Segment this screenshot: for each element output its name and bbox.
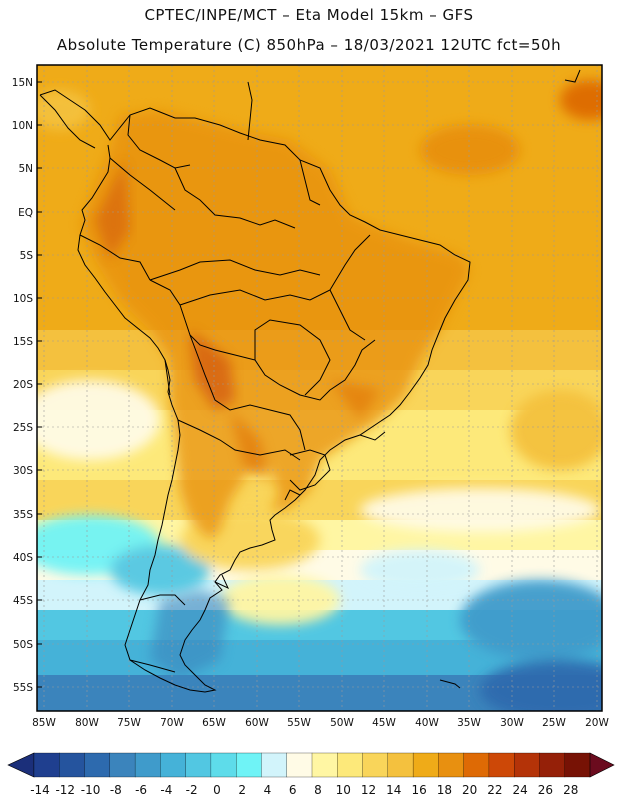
colorbar-label: -4 — [160, 783, 172, 797]
colorbar-swatch — [362, 752, 389, 778]
coastline-and-borders — [39, 69, 581, 693]
colorbar-high-arrow — [589, 752, 615, 778]
colorbar-swatch — [539, 752, 566, 778]
lon-label: 70W — [160, 717, 184, 729]
colorbar: -14 -12 -10 -8 -6 -4 -2 0 2 4 6 8 10 12 14 16 18 20 22 24 26… — [7, 752, 615, 797]
lat-label: EQ — [18, 207, 33, 219]
colorbar-swatch — [286, 752, 313, 778]
colorbar-label: 20 — [462, 783, 477, 797]
lat-label: 40S — [13, 552, 33, 564]
colorbar-label: -8 — [110, 783, 122, 797]
lon-label: 75W — [117, 717, 141, 729]
colorbar-label: 0 — [213, 783, 221, 797]
lon-label: 45W — [372, 717, 396, 729]
lon-label: 85W — [32, 717, 56, 729]
lon-label: 65W — [202, 717, 226, 729]
colorbar-swatch — [412, 752, 439, 778]
lat-label: 10S — [13, 293, 33, 305]
lat-label: 50S — [13, 639, 33, 651]
colorbar-label: 6 — [289, 783, 297, 797]
graticule — [37, 65, 602, 711]
colorbar-label: 22 — [487, 783, 502, 797]
colorbar-swatch — [210, 752, 237, 778]
colorbar-swatch — [463, 752, 490, 778]
lat-label: 5S — [20, 250, 34, 262]
colorbar-label: 28 — [563, 783, 578, 797]
colorbar-swatch — [261, 752, 288, 778]
colorbar-label: -2 — [186, 783, 198, 797]
colorbar-low-arrow — [7, 752, 35, 778]
colorbar-label: -10 — [81, 783, 101, 797]
lat-label: 45S — [13, 595, 33, 607]
colorbar-label: 18 — [437, 783, 452, 797]
colorbar-swatch — [387, 752, 414, 778]
colorbar-label: 4 — [264, 783, 272, 797]
lat-label: 15S — [13, 336, 33, 348]
colorbar-swatch — [564, 752, 591, 778]
lat-label: 25S — [13, 422, 33, 434]
lat-label: 5N — [18, 163, 33, 175]
colorbar-label: 26 — [538, 783, 553, 797]
colorbar-swatch — [311, 752, 338, 778]
colorbar-label: 8 — [314, 783, 322, 797]
colorbar-swatch — [514, 752, 540, 778]
colorbar-label: 2 — [238, 783, 246, 797]
lon-label: 35W — [457, 717, 481, 729]
colorbar-label: 16 — [411, 783, 426, 797]
colorbar-label: -14 — [30, 783, 50, 797]
colorbar-swatch — [109, 752, 136, 778]
longitude-labels: 85W 80W 75W 70W 65W 60W 55W 50W 45W 40W … — [32, 717, 609, 729]
colorbar-label: 12 — [361, 783, 376, 797]
colorbar-label: 24 — [513, 783, 528, 797]
lon-label: 40W — [415, 717, 439, 729]
map-title-line2: Absolute Temperature (C) 850hPa – 18/03/… — [56, 36, 562, 54]
colorbar-swatch — [33, 752, 60, 778]
lon-label: 55W — [287, 717, 311, 729]
colorbar-label: 14 — [386, 783, 401, 797]
lat-label: 30S — [13, 465, 33, 477]
colorbar-swatch — [236, 752, 262, 778]
lon-label: 60W — [245, 717, 269, 729]
colorbar-label: -12 — [55, 783, 75, 797]
lon-label: 50W — [330, 717, 354, 729]
colorbar-swatch — [185, 752, 212, 778]
lon-label: 30W — [500, 717, 524, 729]
colorbar-swatch — [488, 752, 515, 778]
colorbar-label: -6 — [135, 783, 147, 797]
lat-label: 10N — [12, 120, 33, 132]
colorbar-swatch — [438, 752, 465, 778]
map-frame — [36, 64, 603, 712]
lat-label: 35S — [13, 509, 33, 521]
lat-label: 55S — [13, 682, 33, 694]
lat-label: 20S — [13, 379, 33, 391]
lat-label: 15N — [12, 77, 33, 89]
colorbar-swatch — [337, 752, 363, 778]
lon-label: 25W — [542, 717, 566, 729]
colorbar-swatch — [84, 752, 111, 778]
colorbar-swatch — [59, 752, 85, 778]
temperature-field — [37, 65, 602, 711]
colorbar-swatch — [134, 752, 161, 778]
map-title-line1: CPTEC/INPE/MCT – Eta Model 15km – GFS — [144, 6, 474, 24]
latitude-labels: 15N 10N 5N EQ 5S 10S 15S 20S 25S 30S 35S… — [12, 77, 34, 694]
lon-label: 20W — [585, 717, 609, 729]
colorbar-swatch — [160, 752, 187, 778]
lon-label: 80W — [75, 717, 99, 729]
colorbar-label: 10 — [336, 783, 351, 797]
